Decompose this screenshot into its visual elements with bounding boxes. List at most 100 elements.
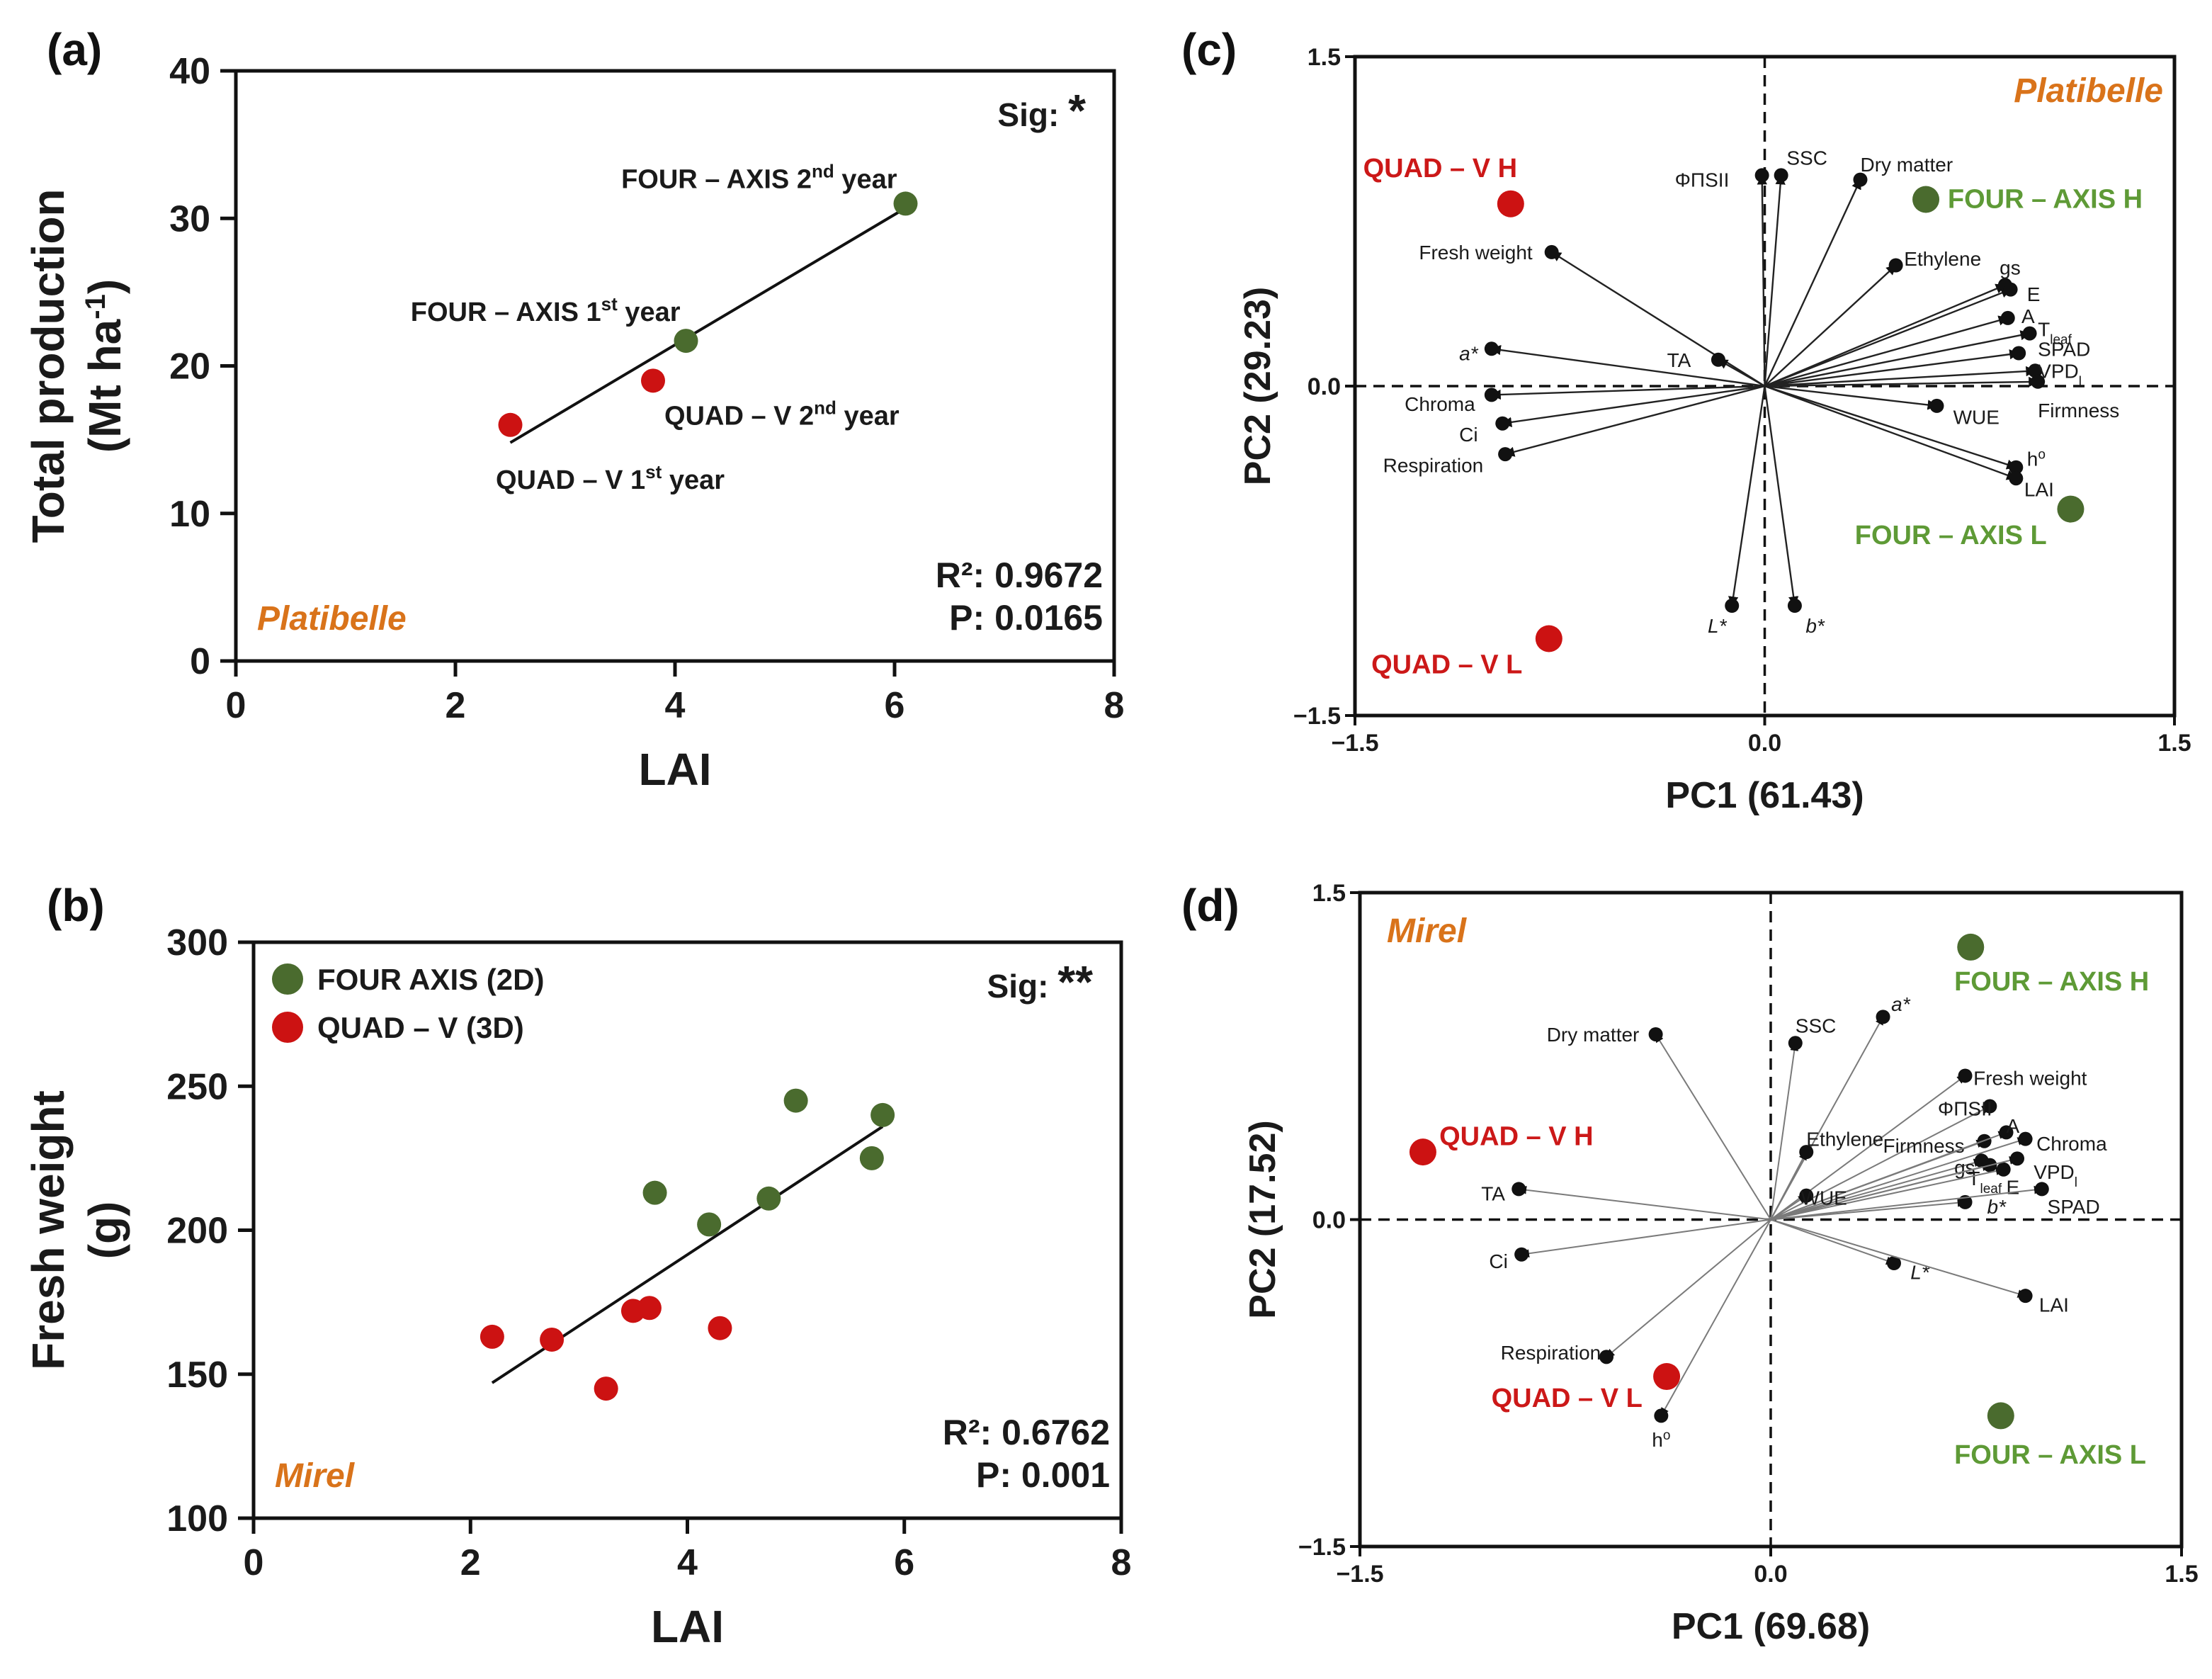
variable-label: LAI <box>2039 1294 2069 1316</box>
y-tick-label: 150 <box>166 1355 228 1396</box>
variable-subscript: l <box>2075 1175 2077 1189</box>
y-tick-label: −1.5 <box>1293 703 1341 730</box>
variable-subscript: leaf <box>1980 1182 2002 1197</box>
y-tick-label: 1.5 <box>1312 880 1346 907</box>
variable-name: a* <box>1459 343 1479 365</box>
y-axis-title-line1: Total production <box>23 188 74 543</box>
variable-label: TA <box>1667 349 1691 371</box>
point-label: FOUR – AXIS 2nd year <box>621 160 897 194</box>
loading-vector <box>1770 1219 2026 1298</box>
variable-label: Dry matter <box>1860 154 1953 176</box>
group-score-green <box>1912 186 1940 213</box>
x-tick-label: 4 <box>665 685 686 726</box>
variable-point <box>1484 341 1499 356</box>
r-squared-label: R²: 0.9672 <box>936 555 1103 595</box>
variable-name: WUE <box>1801 1187 1847 1209</box>
data-point-green <box>783 1088 808 1113</box>
loading-vector <box>1770 1016 1884 1220</box>
point-label-sup: st <box>645 461 662 482</box>
cultivar-label: Platibelle <box>2014 72 2163 110</box>
variable-point <box>1498 447 1513 462</box>
point-label-sup: nd <box>814 397 836 418</box>
y-axis-unit-sup: -1 <box>80 294 111 320</box>
point-label-suffix: year <box>836 401 900 431</box>
variable-label: Ethylene <box>1806 1129 1883 1151</box>
variable-point <box>1599 1350 1613 1364</box>
group-label: FOUR – AXIS H <box>1954 967 2149 997</box>
variable-label: SSC <box>1786 147 1827 169</box>
variable-label: a* <box>1459 343 1479 365</box>
variable-name: A <box>2007 1115 2020 1137</box>
variable-label: Ethylene <box>1904 248 1981 270</box>
variable-label: Dry matter <box>1547 1024 1640 1046</box>
data-point-red <box>480 1324 504 1349</box>
variable-superscript: o <box>1663 1428 1671 1443</box>
group-score-green <box>1987 1402 2014 1430</box>
variable-name: Chroma <box>1405 393 1475 415</box>
variable-label: E <box>2027 283 2041 305</box>
variable-name: b* <box>1805 615 1825 637</box>
loading-vector <box>1518 1185 1771 1221</box>
x-tick-label: 6 <box>894 1542 914 1583</box>
group-label: FOUR – AXIS L <box>1954 1440 2146 1470</box>
group-label: FOUR – AXIS H <box>1948 185 2143 215</box>
loading-vector <box>1764 264 1897 387</box>
loading-vector <box>1764 366 2036 388</box>
variable-name: SPAD <box>2048 1196 2100 1218</box>
variable-label: LAI <box>2024 479 2054 501</box>
x-tick-label: −1.5 <box>1331 730 1378 757</box>
variable-name: Dry matter <box>1547 1024 1640 1046</box>
loading-vector <box>1764 283 2007 388</box>
y-axis-title: PC2 (17.52) <box>1242 1120 1283 1318</box>
variable-label: Fresh weight <box>1973 1068 2087 1090</box>
loading-vector <box>1770 1137 2026 1221</box>
variable-label: SPAD <box>2048 1196 2100 1218</box>
variable-label: gs <box>2000 257 2021 279</box>
x-tick-label: 0 <box>226 685 246 726</box>
loading-vector <box>1764 179 1861 387</box>
variable-name: Ci <box>1489 1250 1507 1272</box>
legend-label: QUAD – V (3D) <box>317 1011 524 1044</box>
r-squared-label: R²: 0.6762 <box>943 1413 1110 1452</box>
y-tick-label: 250 <box>166 1066 228 1107</box>
x-axis-title: LAI <box>638 744 711 795</box>
variable-point <box>1853 172 1868 187</box>
panel-d-pca-mirel: (d) −1.5 0.0 1.5 −1.5 0.0 1.5 PC1 (69.68) PC2 (1… <box>1181 880 2199 1647</box>
x-axis-title: PC1 (61.43) <box>1665 775 1864 816</box>
x-axis-title: PC1 (69.68) <box>1672 1606 1870 1647</box>
variable-name: b* <box>1987 1196 2007 1218</box>
variable-name: SSC <box>1786 147 1827 169</box>
variable-name: E <box>2007 1176 2020 1198</box>
group-label: QUAD – V H <box>1363 154 1517 183</box>
variable-name: VPD <box>2034 1161 2075 1183</box>
x-tick-label: 1.5 <box>2165 1561 2198 1588</box>
variable-label: SSC <box>1796 1015 1837 1037</box>
point-label-suffix: year <box>662 465 725 495</box>
variable-point <box>1725 599 1740 613</box>
significance-text: Sig: <box>997 96 1068 133</box>
variable-label: WUE <box>1801 1187 1847 1209</box>
variable-superscript: o <box>2038 447 2046 462</box>
variable-point <box>2010 1151 2024 1166</box>
variable-name: SSC <box>1796 1015 1837 1037</box>
group-score-red <box>1653 1363 1681 1391</box>
y-tick-label: 40 <box>169 51 210 92</box>
variable-name: Respiration <box>1383 455 1484 477</box>
loading-vector <box>1501 385 1765 428</box>
variable-name: ΦΠSII <box>1938 1098 1992 1120</box>
significance-label: Sig: * <box>997 85 1086 136</box>
cultivar-label: Platibelle <box>257 600 407 638</box>
variable-name: h <box>1652 1429 1663 1451</box>
variable-point <box>2018 1131 2033 1146</box>
variable-label: ho <box>1652 1428 1670 1451</box>
loading-vector <box>1550 251 1766 388</box>
y-tick-label: 20 <box>169 346 210 388</box>
loading-vector <box>1764 288 2012 388</box>
variable-point <box>1888 258 1903 273</box>
variable-name: ΦΠSII <box>1675 169 1730 191</box>
variable-label: Chroma <box>1405 393 1475 415</box>
data-point-green <box>870 1102 895 1127</box>
variable-point <box>1999 1125 2014 1140</box>
loading-vector <box>1764 376 2039 388</box>
data-point-red <box>708 1316 732 1340</box>
